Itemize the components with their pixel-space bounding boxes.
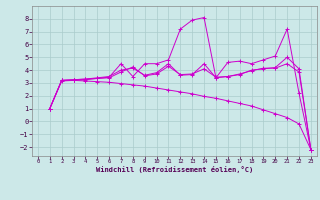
X-axis label: Windchill (Refroidissement éolien,°C): Windchill (Refroidissement éolien,°C) — [96, 166, 253, 173]
